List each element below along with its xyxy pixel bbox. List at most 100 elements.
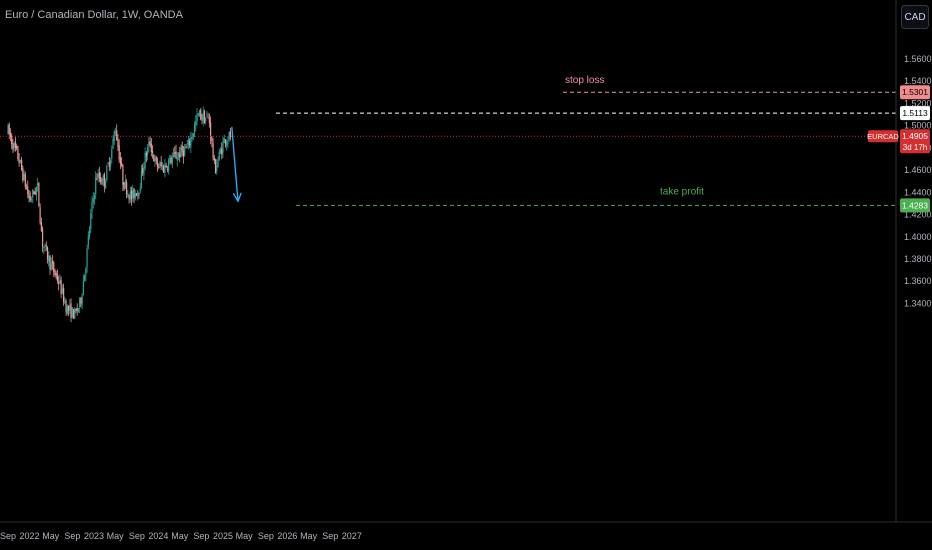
candle-body bbox=[14, 141, 17, 148]
candle-body bbox=[53, 262, 55, 272]
candle-body bbox=[98, 172, 101, 179]
candle-body bbox=[121, 162, 123, 166]
candle-body bbox=[70, 303, 72, 319]
price-tags: 1.5301 1.5113 1.4283 1.4905 3d 17h EURCAD bbox=[867, 85, 930, 213]
candle-body bbox=[55, 273, 57, 276]
y-tick-label: 1.4600 bbox=[904, 165, 932, 175]
candle-body bbox=[13, 143, 15, 149]
candle-body bbox=[202, 112, 204, 122]
current-price-tag-bg bbox=[900, 129, 930, 154]
candle-body bbox=[17, 146, 19, 159]
candle-body bbox=[189, 141, 191, 146]
candle-body bbox=[72, 309, 75, 319]
y-tick-label: 1.3800 bbox=[904, 254, 932, 264]
candle-body bbox=[166, 168, 168, 170]
y-tick-label: 1.4400 bbox=[904, 187, 932, 197]
candle-body bbox=[135, 193, 138, 196]
candle-body bbox=[153, 155, 155, 162]
candle-body bbox=[133, 188, 135, 199]
candle-body bbox=[198, 110, 201, 116]
candle-body bbox=[172, 152, 175, 158]
resistance-price-tag: 1.5113 bbox=[902, 108, 928, 118]
candle-body bbox=[205, 118, 207, 122]
chart-title: Euro / Canadian Dollar, 1W, OANDA bbox=[5, 9, 183, 21]
candle-body bbox=[65, 300, 67, 313]
y-tick-label: 1.5400 bbox=[904, 76, 932, 86]
candle-body bbox=[48, 255, 50, 262]
candle-body bbox=[19, 160, 21, 163]
candle-body bbox=[108, 162, 110, 167]
candle-body bbox=[81, 295, 83, 305]
candle-body bbox=[138, 192, 140, 194]
candle-body bbox=[195, 121, 197, 126]
candle-body bbox=[163, 165, 165, 173]
candle-body bbox=[222, 141, 224, 153]
candle-body bbox=[164, 164, 166, 174]
candles-layer bbox=[7, 106, 231, 323]
forecast-arrow-shaft[interactable] bbox=[231, 126, 239, 202]
candle-body bbox=[181, 145, 183, 152]
profit-price-tag-bg bbox=[900, 198, 930, 213]
candle-body bbox=[44, 243, 46, 246]
candle-body bbox=[226, 141, 228, 146]
candle-body bbox=[214, 159, 217, 173]
candle-body bbox=[101, 182, 103, 184]
candle-body bbox=[38, 182, 40, 206]
candle-body bbox=[39, 207, 41, 224]
candle-body bbox=[212, 142, 214, 158]
candle-body bbox=[96, 178, 98, 180]
candle-body bbox=[144, 152, 146, 169]
candle-body bbox=[149, 141, 151, 146]
candle-body bbox=[147, 147, 149, 155]
candle-body bbox=[59, 280, 61, 284]
x-tick-label: 2024 bbox=[148, 531, 168, 541]
candle-body bbox=[46, 247, 49, 260]
x-tick-label: Sep bbox=[258, 531, 274, 541]
candle-body bbox=[165, 165, 167, 168]
candle-body bbox=[156, 160, 159, 167]
candle-body bbox=[159, 162, 161, 167]
x-tick-label: 2027 bbox=[342, 531, 362, 541]
candle-body bbox=[61, 287, 63, 294]
candle-body bbox=[12, 143, 14, 150]
candle-body bbox=[33, 191, 35, 194]
candle-body bbox=[62, 287, 65, 303]
x-tick-label: Sep bbox=[64, 531, 80, 541]
x-tick-label: May bbox=[171, 531, 189, 541]
candle-body bbox=[169, 156, 171, 163]
candle-body bbox=[177, 153, 180, 157]
candle-body bbox=[45, 245, 47, 247]
candle-body bbox=[16, 146, 18, 149]
countdown-tag: 3d 17h bbox=[903, 143, 927, 152]
levels-layer bbox=[0, 91, 896, 206]
candle-body bbox=[32, 189, 34, 198]
candle-body bbox=[93, 195, 96, 200]
candle-body bbox=[122, 164, 124, 185]
candle-body bbox=[148, 141, 150, 147]
candle-body bbox=[219, 149, 222, 154]
candle-body bbox=[51, 261, 54, 264]
candle-body bbox=[142, 168, 144, 174]
candle-body bbox=[23, 173, 25, 180]
x-tick-label: 2026 bbox=[277, 531, 297, 541]
candle-body bbox=[8, 124, 10, 134]
candle-body bbox=[35, 187, 38, 195]
candle-body bbox=[187, 139, 189, 146]
y-tick-label: 1.3400 bbox=[904, 298, 932, 308]
candle-body bbox=[56, 274, 59, 281]
candle-body bbox=[119, 157, 122, 164]
candle-body bbox=[223, 137, 225, 143]
candle-body bbox=[97, 172, 99, 178]
candle-body bbox=[25, 187, 28, 189]
candle-body bbox=[150, 143, 152, 153]
candle-body bbox=[90, 213, 92, 229]
candle-body bbox=[200, 109, 202, 120]
y-tick-label: 1.4000 bbox=[904, 232, 932, 242]
candle-body bbox=[43, 246, 45, 249]
candle-body bbox=[88, 229, 91, 237]
candle-body bbox=[174, 152, 176, 154]
candle-body bbox=[203, 110, 206, 124]
currency-button[interactable]: CAD bbox=[901, 5, 929, 29]
x-tick-label: May bbox=[107, 531, 125, 541]
